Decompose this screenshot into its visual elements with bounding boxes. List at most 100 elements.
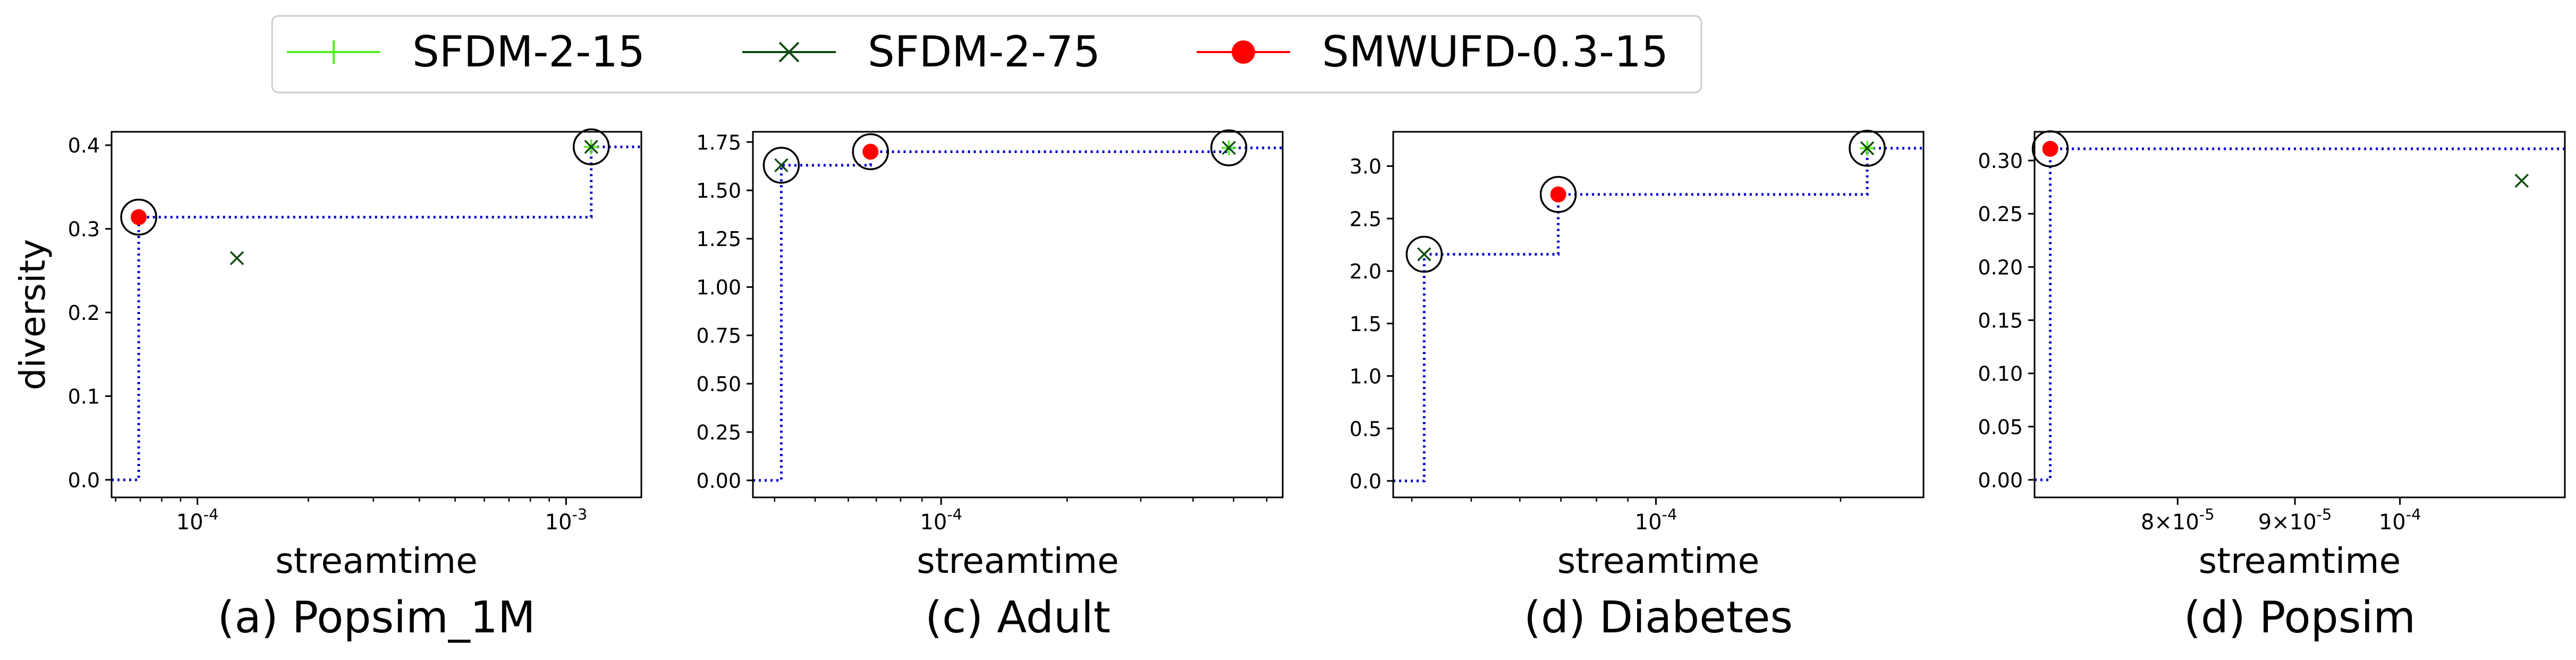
legend-x-icon — [778, 41, 800, 63]
pareto-point-ring — [762, 147, 800, 184]
y-tick-label: 0.75 — [696, 324, 741, 348]
y-tick-label: 2.0 — [1350, 260, 1382, 283]
x-tick-label: 10-4 — [1635, 505, 1677, 535]
plot-area-frame — [2033, 131, 2566, 498]
plot-area-frame — [111, 131, 642, 498]
plot-area-frame — [752, 131, 1284, 498]
y-tick-label: 0.5 — [1350, 417, 1382, 441]
y-tick-label: 1.00 — [696, 276, 741, 299]
x-tick-label-base: 9×10 — [2258, 510, 2317, 535]
pareto-point-ring — [852, 133, 889, 171]
y-tick-label: 1.0 — [1350, 365, 1382, 388]
y-tick-label: 0.25 — [1978, 202, 2023, 226]
data-point-sfdm-2-75 — [1417, 247, 1431, 261]
panel-caption: (c) Adult — [925, 593, 1111, 643]
x-tick-label-exponent: -4 — [1662, 505, 1677, 523]
x-axis-label: streamtime — [275, 540, 477, 581]
pareto-point-ring — [120, 198, 157, 236]
plot-area-frame — [1392, 131, 1925, 498]
x-tick-label-exponent: -4 — [2406, 505, 2421, 523]
x-tick-label-base: 10 — [2379, 510, 2406, 535]
x-tick-label-exponent: -3 — [572, 505, 587, 523]
y-tick-label: 0.3 — [68, 218, 100, 241]
data-point-sfdm-2-75 — [2514, 173, 2529, 188]
data-point-sfdm-2-75 — [774, 158, 789, 173]
y-tick-label: 0.50 — [696, 373, 741, 396]
x-tick-label: 10-3 — [545, 505, 588, 535]
y-tick-label: 0.0 — [68, 469, 100, 492]
y-tick-label: 0.30 — [1978, 149, 2023, 173]
pareto-point-ring — [1849, 130, 1886, 167]
y-tick-label: 0.10 — [1978, 362, 2023, 386]
y-tick-label: 0.25 — [696, 421, 741, 444]
legend-label: SMWUFD-0.3-15 — [1322, 27, 1668, 77]
pareto-step-line — [1393, 147, 1923, 483]
x-tick-label: 10-4 — [176, 505, 219, 535]
y-tick-label: 0.1 — [68, 385, 100, 409]
panel-caption: (d) Popsim — [2184, 593, 2416, 643]
y-tick-label: 0.2 — [68, 301, 100, 325]
pareto-point-ring — [1405, 235, 1443, 273]
y-axis-label: diversity — [12, 239, 53, 391]
pareto-step-line — [2035, 147, 2565, 481]
legend: SFDM-2-15 SFDM-2-75 SMWUFD-0.3-15 — [271, 15, 1702, 94]
x-tick-label: 8×10-5 — [2141, 505, 2215, 535]
y-tick-label: 0.00 — [1978, 469, 2023, 492]
pareto-point-ring — [1539, 176, 1577, 213]
x-tick-label-exponent: -5 — [2317, 505, 2332, 523]
x-tick-label-exponent: -4 — [204, 505, 219, 523]
pareto-point-ring — [1210, 129, 1248, 166]
data-point-sfdm-2-75 — [584, 140, 598, 154]
y-tick-label: 3.0 — [1350, 155, 1382, 179]
x-axis-label: streamtime — [2199, 540, 2401, 581]
y-tick-label: 0.4 — [68, 134, 100, 157]
y-tick-label: 0.20 — [1978, 256, 2023, 279]
chart-panel-3: 0.0 0.5 1.0 1.5 2.0 2.5 3.0 10-4 streamtime (d) D… — [1350, 130, 1925, 643]
y-tick-label: 1.5 — [1350, 312, 1382, 336]
x-axis-label: streamtime — [1557, 540, 1759, 581]
panel-caption: (d) Diabetes — [1524, 593, 1793, 643]
panel-caption: (a) Popsim_1M — [217, 593, 535, 643]
y-tick-label: 1.50 — [696, 179, 741, 202]
data-point-sfdm-2-75 — [230, 251, 244, 265]
x-tick-label-base: 10 — [920, 510, 947, 535]
y-tick-label: 1.25 — [696, 227, 741, 251]
x-tick-label-base: 10 — [545, 510, 572, 535]
chart-panel-2: 0.00 0.25 0.50 0.75 1.00 1.25 1.50 1.75 10-4 stre… — [696, 129, 1284, 643]
y-tick-label: 0.15 — [1978, 309, 2023, 333]
legend-label: SFDM-2-75 — [868, 27, 1100, 77]
legend-frame — [271, 15, 1702, 94]
legend-dot-icon — [1232, 40, 1255, 64]
x-tick-label-exponent: -4 — [947, 505, 962, 523]
y-tick-label: 0.00 — [696, 469, 741, 493]
chart-panel-4: 0.00 0.05 0.10 0.15 0.20 0.25 0.30 8×10-5 9×10-5… — [1978, 130, 2566, 643]
legend-item-3: SMWUFD-0.3-15 — [1197, 27, 1668, 77]
data-point-sfdm-2-75 — [1860, 141, 1875, 156]
x-tick-label-base: 10 — [176, 510, 204, 535]
legend-item-1: SFDM-2-15 — [287, 27, 645, 77]
data-point-smwufd-0.3-15 — [131, 209, 147, 225]
legend-plus-icon — [322, 40, 345, 64]
data-point-smwufd-0.3-15 — [862, 143, 879, 160]
legend-item-2: SFDM-2-75 — [742, 27, 1100, 77]
pareto-point-ring — [572, 128, 610, 166]
x-tick-label: 10-4 — [2379, 505, 2421, 535]
chart-panel-1: 0.00.10.20.30.410-4 10-3streamtimediversi… — [12, 128, 642, 643]
x-tick-label: 9×10-5 — [2258, 505, 2332, 535]
pareto-step-line — [112, 145, 641, 481]
legend-items: SFDM-2-15 SFDM-2-75 SMWUFD-0.3-15 — [287, 27, 1668, 77]
pareto-step-line — [753, 146, 1283, 482]
chart-panels: 0.00.10.20.30.410-4 10-3streamtimediversi… — [12, 128, 2566, 643]
legend-label: SFDM-2-15 — [412, 27, 645, 77]
y-tick-label: 1.75 — [696, 131, 741, 154]
data-point-smwufd-0.3-15 — [1550, 186, 1566, 202]
y-tick-label: 0.05 — [1978, 416, 2023, 439]
x-tick-label: 10-4 — [920, 505, 962, 535]
y-tick-label: 0.0 — [1350, 470, 1382, 493]
data-point-sfdm-2-75 — [1222, 140, 1236, 155]
y-tick-label: 2.5 — [1350, 207, 1382, 231]
x-axis-label: streamtime — [917, 540, 1118, 581]
x-tick-label-base: 10 — [1635, 510, 1662, 535]
data-point-smwufd-0.3-15 — [2042, 141, 2058, 157]
